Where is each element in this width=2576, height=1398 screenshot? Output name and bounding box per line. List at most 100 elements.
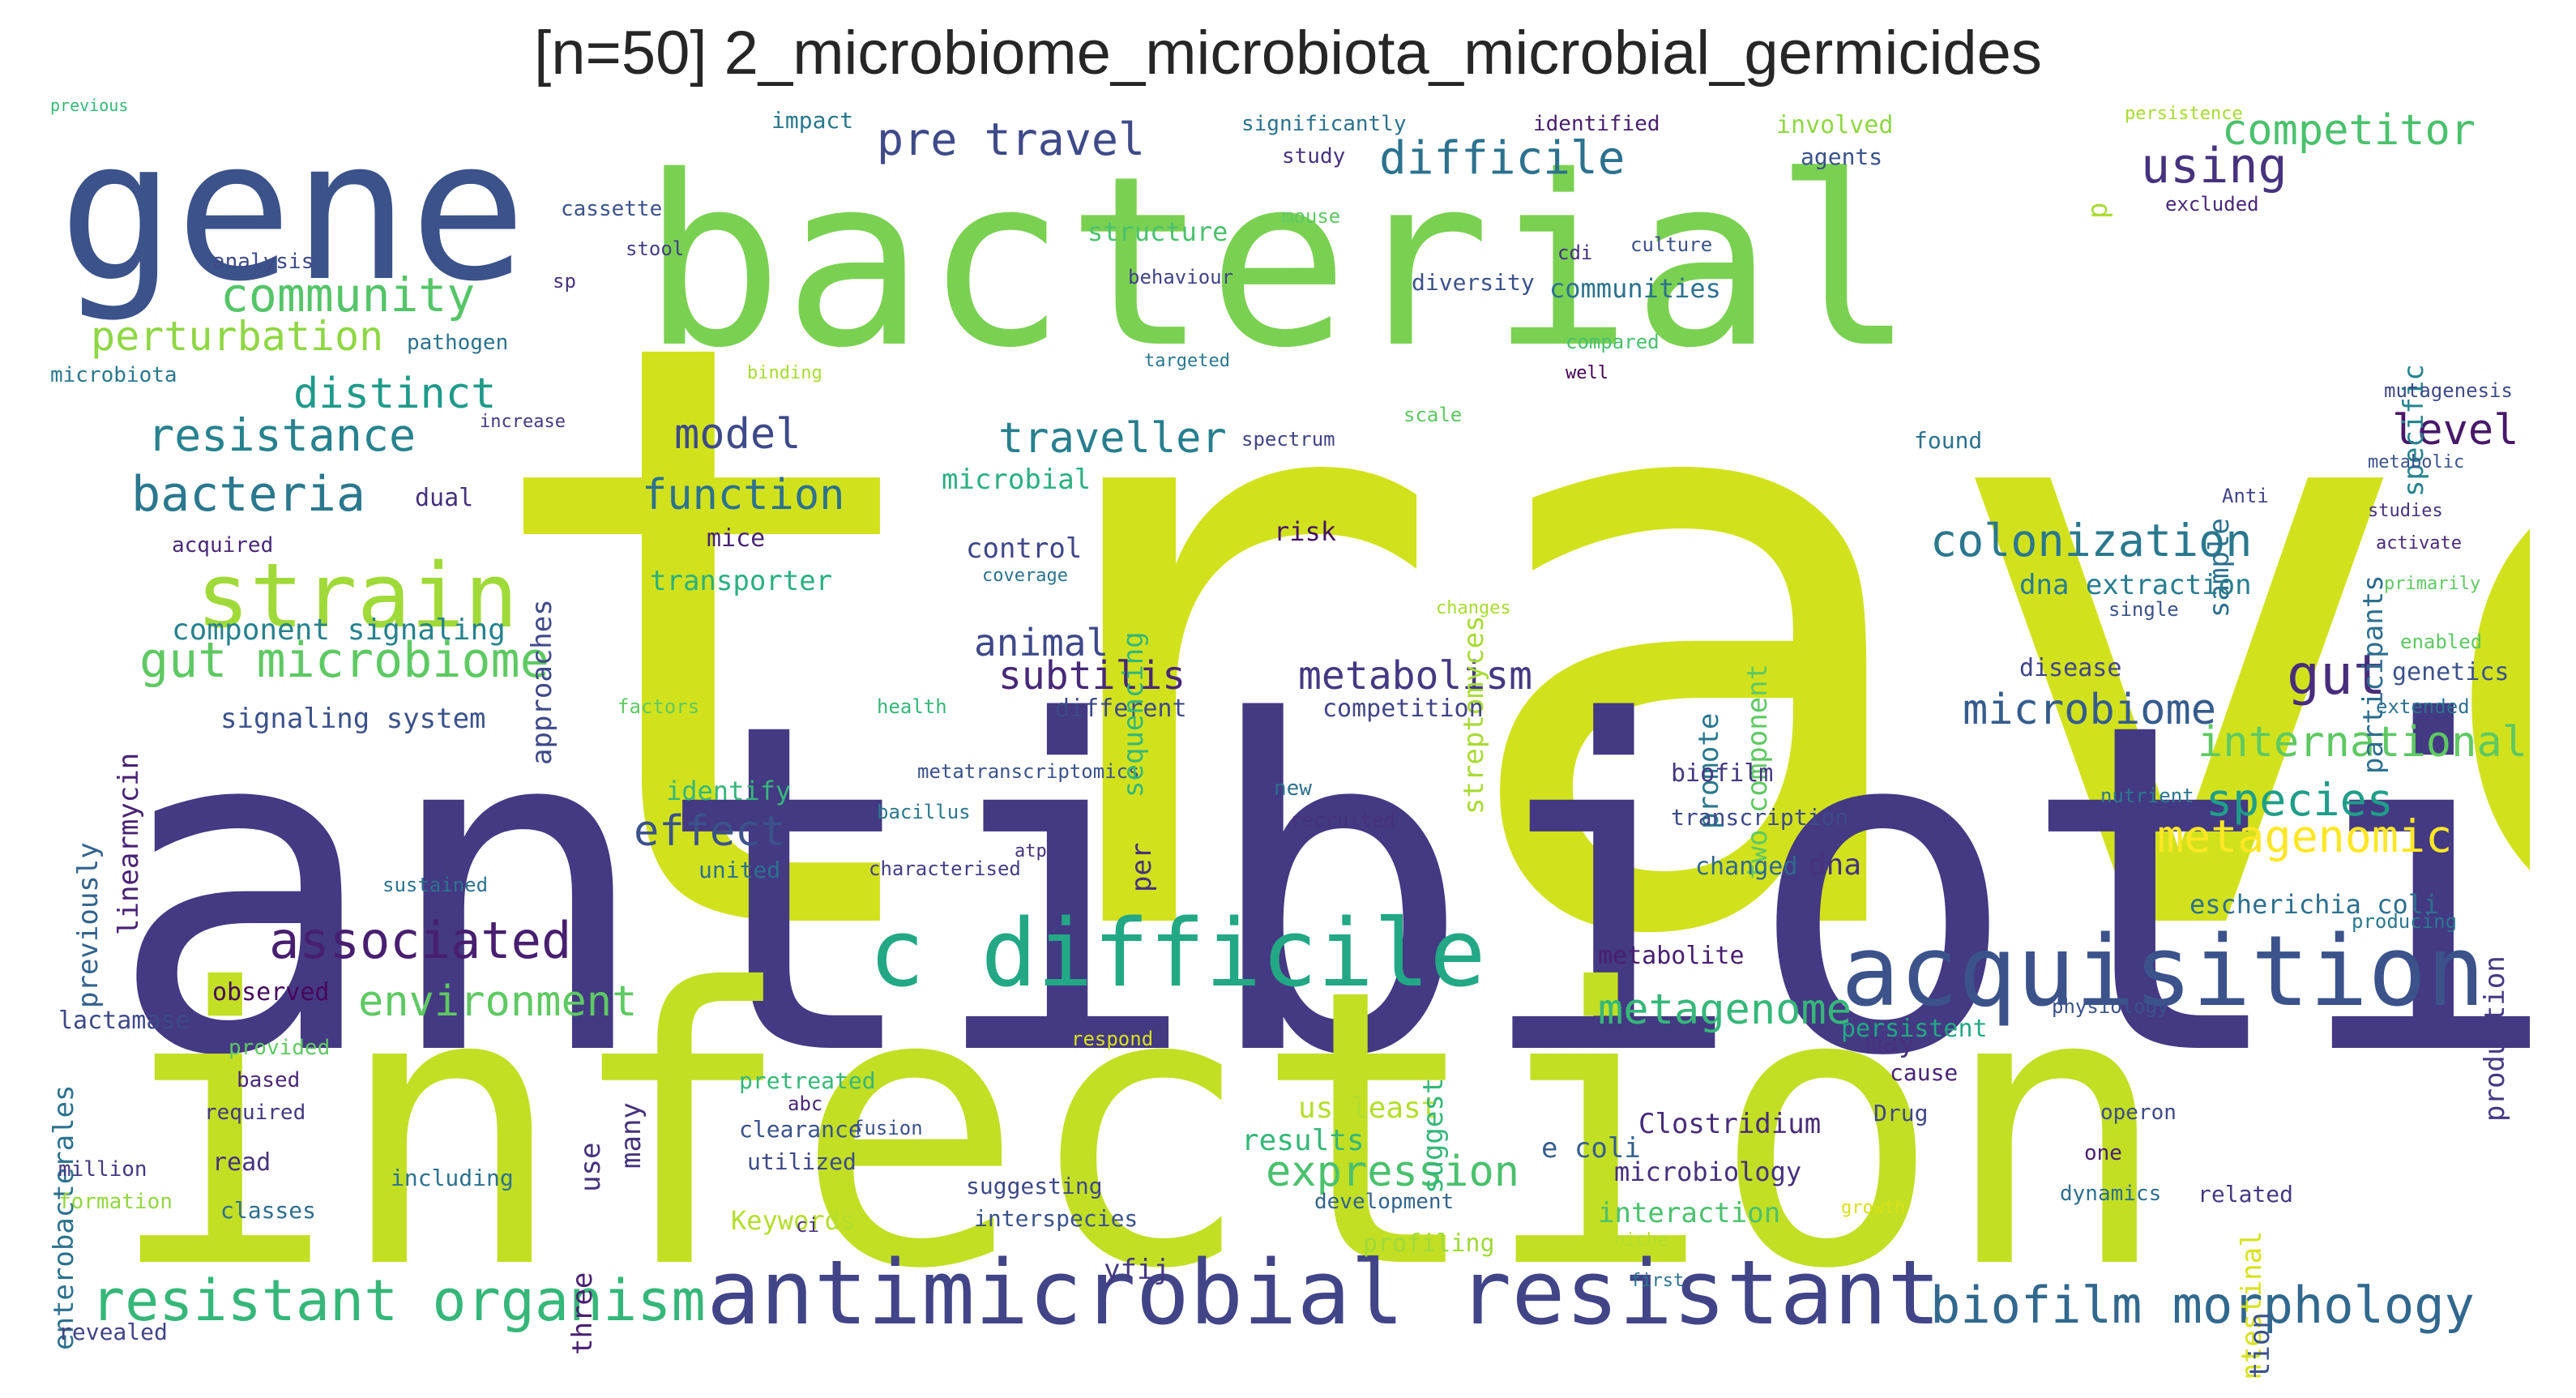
word-one: one	[2084, 1141, 2122, 1165]
word-clostridium: Clostridium	[1638, 1108, 1822, 1140]
word-united: united	[698, 857, 781, 883]
word-extended: extended	[2376, 695, 2470, 718]
word-antibiotic: antibiotic	[107, 627, 2530, 1156]
word-metagenome: metagenome	[1598, 985, 1852, 1034]
word-c-difficile: c difficile	[869, 900, 1486, 1008]
word-communities: communities	[1549, 273, 1721, 304]
word-including: including	[391, 1165, 514, 1191]
word-dynamics: dynamics	[2060, 1182, 2162, 1206]
word-microbiome: microbiome	[1963, 686, 2217, 734]
word-function: function	[642, 471, 845, 519]
word-found: found	[1914, 427, 1983, 454]
word-activate: activate	[2376, 533, 2462, 554]
word-factors: factors	[617, 695, 700, 718]
word-microbial: microbial	[942, 464, 1091, 496]
word-risk: risk	[1274, 516, 1337, 547]
word-difficile: difficile	[1379, 132, 1625, 185]
word-impact: impact	[771, 107, 854, 134]
word-pretreated: pretreated	[739, 1067, 876, 1094]
word-production: production	[2479, 956, 2511, 1122]
word-linearmycin: linearmycin	[113, 753, 145, 936]
word-traveller: traveller	[998, 414, 1227, 463]
word-characterised: characterised	[869, 857, 1021, 880]
word-component-signaling: component signaling	[172, 613, 506, 647]
word-dna-extraction: dna extraction	[2019, 569, 2252, 601]
word-first: first	[1630, 1271, 1685, 1291]
word-e-coli: e coli	[1541, 1132, 1641, 1165]
word-significantly: significantly	[1241, 112, 1407, 136]
word-environment: environment	[358, 977, 638, 1026]
word-culture: culture	[1630, 233, 1713, 256]
word-sustained: sustained	[382, 874, 489, 896]
word-bacterial: bacterial	[642, 126, 1916, 400]
word-million: million	[58, 1157, 147, 1182]
word-identify: identify	[666, 776, 792, 806]
word-spectrum: spectrum	[1241, 428, 1335, 451]
word-bacillus: bacillus	[877, 801, 971, 823]
word-different: different	[1055, 695, 1187, 723]
word-travel: travel	[472, 169, 2530, 1112]
word-suggest: suggest	[1417, 1077, 1450, 1194]
word-revealed: revealed	[58, 1319, 168, 1345]
word-expression: expression	[1266, 1148, 1520, 1196]
word-previous: previous	[50, 97, 129, 115]
word-animal: animal	[974, 621, 1109, 665]
word-yfij: yfij	[1104, 1254, 1170, 1286]
word-sequencing: sequencing	[1117, 631, 1150, 797]
word-based: based	[237, 1068, 301, 1092]
word-metabolite: metabolite	[1598, 942, 1745, 970]
word-new: new	[1274, 776, 1312, 801]
word-transporter: transporter	[650, 565, 833, 597]
word-escherichia-coli: escherichia coli	[2189, 889, 2440, 920]
word-nutrient: nutrient	[2100, 785, 2194, 807]
word-previously: previously	[72, 842, 105, 1008]
word-compared: compared	[1566, 331, 1660, 353]
word-respond: respond	[1071, 1028, 1154, 1050]
word-profiling: profiling	[1363, 1229, 1495, 1258]
word-stool: stool	[626, 237, 685, 260]
word-changes: changes	[1436, 598, 1511, 618]
word-studies: studies	[2368, 501, 2443, 521]
word-keywords: Keywords	[731, 1205, 857, 1236]
word-sp: sp	[553, 270, 576, 293]
word-persistence: persistence	[2125, 104, 2243, 124]
word-per: per	[1126, 842, 1158, 893]
word-related: related	[2198, 1181, 2294, 1208]
word-well: well	[1566, 363, 1608, 383]
word-biofilm-morphology: biofilm morphology	[1930, 1276, 2475, 1335]
word-behaviour: behaviour	[1128, 266, 1234, 289]
word-niche: niche	[1614, 1230, 1668, 1251]
word-recruited: recruited	[1290, 809, 1396, 832]
word-associated: associated	[269, 911, 572, 970]
word-mutation: Mutation	[2244, 1312, 2276, 1378]
word-gene: gene	[58, 97, 527, 324]
word-abc: abc	[788, 1092, 823, 1115]
word-cause: cause	[1890, 1059, 1959, 1086]
word-development: development	[1314, 1190, 1455, 1214]
word-may: may	[1865, 1027, 1916, 1059]
word-primarily: primarily	[2384, 574, 2481, 594]
word-resistance: resistance	[147, 409, 417, 461]
word-binding: binding	[747, 363, 822, 383]
word-cdi: cdi	[1557, 242, 1593, 264]
word-formation: formation	[58, 1190, 173, 1214]
word-health: health	[877, 695, 947, 718]
word-operon: operon	[2100, 1101, 2177, 1125]
word-pathogen: pathogen	[407, 331, 509, 355]
word-ci: ci	[796, 1214, 819, 1237]
word-fusion: fusion	[852, 1117, 923, 1139]
word-distinct: distinct	[293, 370, 497, 418]
word-cassette: cassette	[561, 197, 663, 221]
word-gut: gut	[2287, 643, 2386, 708]
word-persistent: persistent	[1841, 1015, 1988, 1043]
word-metagenomic: metagenomic	[2157, 810, 2453, 862]
word-mutagenesis: mutagenesis	[2384, 379, 2513, 402]
word-bacteria: bacteria	[131, 466, 365, 523]
word-gut-microbiome: gut microbiome	[139, 632, 549, 689]
word-drug: Drug	[1873, 1100, 1929, 1127]
word-microbiota: microbiota	[50, 363, 177, 387]
word-subtilis: subtilis	[998, 653, 1186, 699]
word-community: community	[220, 267, 476, 323]
word-microbiology: microbiology	[1614, 1156, 1802, 1187]
word-acquired: acquired	[172, 533, 274, 558]
